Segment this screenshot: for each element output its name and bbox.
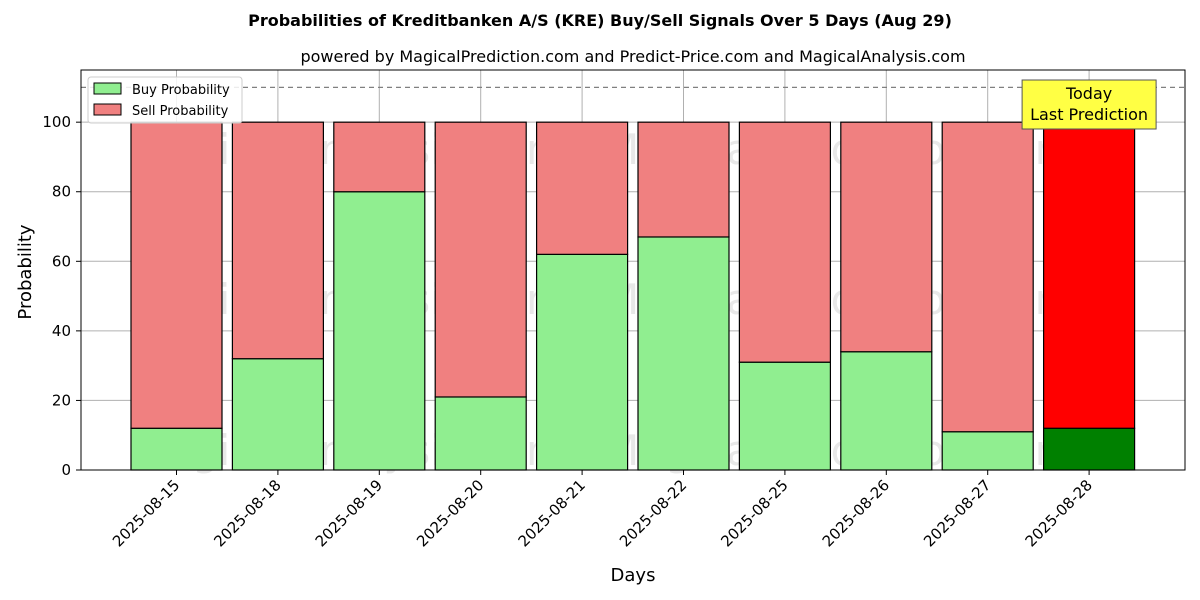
bar-sell <box>738 121 832 363</box>
chart-title: Probabilities of Kreditbanken A/S (KRE) … <box>248 11 952 30</box>
x-axis-label: Days <box>611 565 656 586</box>
legend-sell-swatch <box>93 103 122 116</box>
legend-sell-label: Sell Probability <box>132 104 229 119</box>
plot-frame <box>80 69 1186 471</box>
x-tick-label: 2025-08-18 <box>210 476 284 550</box>
x-tick-label: 2025-08-27 <box>920 476 994 550</box>
bar-buy <box>130 427 223 471</box>
y-tick-label: 80 <box>52 183 71 201</box>
bar-buy <box>1042 427 1136 471</box>
bar-buy <box>941 431 1034 471</box>
bar-buy <box>738 361 832 471</box>
bar-sell <box>434 121 527 398</box>
x-tick-label: 2025-08-25 <box>717 476 791 550</box>
bar-buy <box>231 358 324 471</box>
x-tick-label: 2025-08-28 <box>1022 476 1096 550</box>
x-tick-label: 2025-08-26 <box>819 476 893 550</box>
annotation-line1: Today <box>1065 84 1112 103</box>
bar-sell <box>840 121 933 353</box>
y-tick-label: 0 <box>61 461 71 479</box>
bar-buy <box>840 351 933 471</box>
x-ticks-group: 2025-08-15 2025-08-18 2025-08-19 2025-08-20… <box>109 470 1096 550</box>
annotation-box <box>1021 79 1157 130</box>
x-tick-label: 2025-08-15 <box>109 476 183 550</box>
x-tick-label: 2025-08-22 <box>616 476 690 550</box>
y-tick-label: 60 <box>52 252 71 270</box>
y-tick-label: 100 <box>42 113 71 131</box>
bar-sell <box>130 121 223 429</box>
bar-sell <box>231 121 324 360</box>
bar-buy <box>434 396 527 471</box>
legend: Buy Probability Sell Probability <box>87 76 243 124</box>
y-tick-label: 20 <box>52 391 71 409</box>
y-tick-label: 40 <box>52 322 71 340</box>
today-annotation: Today Last Prediction <box>1021 79 1157 130</box>
bar-buy <box>333 191 426 471</box>
bar-buy <box>535 253 629 471</box>
legend-frame <box>87 76 243 124</box>
annotation-line2: Last Prediction <box>1030 105 1148 124</box>
bar-buy <box>637 236 730 471</box>
chart-subtitle: powered by MagicalPrediction.com and Pre… <box>300 47 965 66</box>
y-ticks-group: 0 20 40 60 80 100 <box>42 113 81 479</box>
x-tick-label: 2025-08-19 <box>312 476 386 550</box>
bar-sell <box>333 121 426 193</box>
bars-group <box>130 121 1136 471</box>
bar-sell <box>637 121 730 238</box>
bar-sell <box>535 121 629 255</box>
y-axis-label: Probability <box>15 224 36 319</box>
x-tick-label: 2025-08-20 <box>413 476 487 550</box>
bar-sell <box>1042 121 1136 429</box>
x-tick-label: 2025-08-21 <box>515 476 589 550</box>
legend-buy-label: Buy Probability <box>132 83 230 98</box>
bar-sell <box>941 121 1034 433</box>
legend-buy-swatch <box>93 82 122 95</box>
